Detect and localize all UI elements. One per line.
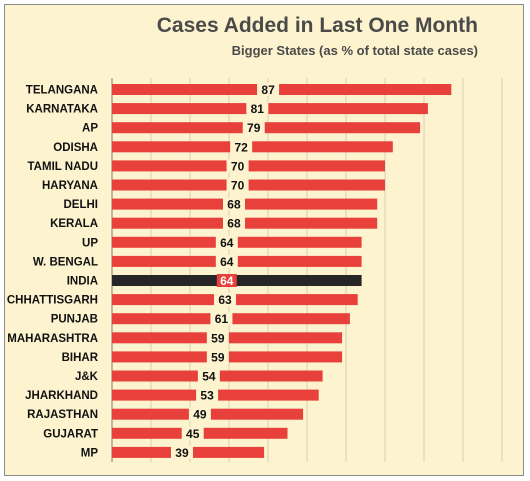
category-label: KARNATAKA [26,104,98,116]
value-label-box [216,274,237,287]
value-label: 63 [218,293,232,307]
bar [112,122,421,134]
value-label-box [196,388,219,402]
category-label: AP [82,123,98,135]
value-label: 61 [215,312,229,326]
value-label-box [210,312,233,326]
value-label: 68 [227,198,241,212]
value-label-box [197,369,220,383]
category-label: HARYANA [42,180,98,192]
value-label: 70 [231,159,245,173]
value-label: 45 [186,427,200,441]
value-label: 72 [234,140,248,154]
value-label-box [246,102,269,116]
chart-subtitle: Bigger States (as % of total state cases… [231,43,478,58]
chart-title: Cases Added in Last One Month [156,14,478,37]
category-label: W. BENGAL [33,256,98,268]
category-label: GUJARAT [43,428,98,440]
value-label-box [226,159,249,173]
value-label: 64 [220,274,234,288]
value-label-box [215,235,238,249]
value-label: 68 [227,217,241,231]
category-label: TAMIL NADU [28,161,98,173]
value-label-box [170,445,193,459]
category-label: KERALA [50,218,98,230]
category-label: UP [82,237,98,249]
category-label: PUNJAB [51,314,98,326]
bar [112,141,393,153]
value-label: 59 [211,331,225,345]
category-label: J&K [75,371,99,383]
category-label: BIHAR [62,352,99,364]
value-label: 81 [251,102,265,116]
category-label: TELANGANA [26,85,98,97]
value-label: 39 [175,446,189,460]
value-label-box [222,216,245,230]
value-label-box [222,197,245,211]
value-label: 64 [220,255,234,269]
value-label: 53 [200,389,214,403]
value-label-box [188,407,211,421]
value-label: 64 [220,236,234,250]
value-label-box [226,178,249,192]
value-label: 54 [202,370,216,384]
value-label-box [230,140,253,154]
category-label: INDIA [67,276,98,288]
bar [112,84,452,95]
value-label-box [215,254,238,268]
value-label: 59 [211,350,225,364]
bar [112,103,428,115]
category-label: JHARKHAND [25,390,98,402]
category-label: CHHATTISGARH [7,295,98,307]
value-label-box [206,331,229,345]
value-label-box [206,350,229,364]
category-label: MAHARASHTRA [7,333,98,345]
value-label-box [214,293,237,307]
value-label: 79 [247,121,261,135]
value-label-box [257,83,280,96]
value-label: 87 [261,83,275,97]
value-label: 70 [231,179,245,193]
category-label: MP [81,447,99,459]
value-label: 49 [193,408,207,422]
category-label: ODISHA [53,142,98,154]
category-label: RAJASTHAN [27,409,98,421]
category-label: DELHI [64,199,99,211]
value-label-box [242,121,265,135]
value-label-box [181,426,204,440]
